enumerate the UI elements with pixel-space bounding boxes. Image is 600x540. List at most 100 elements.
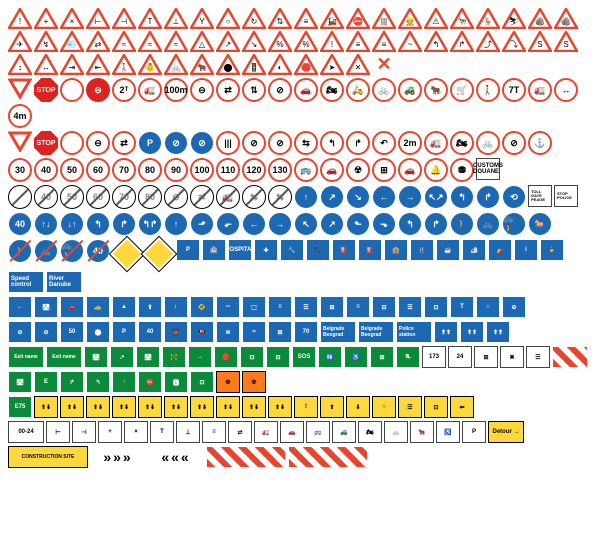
- svg-text:⤵: ⤵: [510, 40, 518, 49]
- svg-text:○: ○: [226, 17, 231, 26]
- svg-text:⊣: ⊣: [121, 17, 128, 26]
- prohibition-16: 🚛: [528, 78, 552, 102]
- motorway-2: 🛣: [136, 346, 160, 368]
- info2-12: ⊞: [320, 296, 344, 318]
- supp-6: ≡: [202, 421, 226, 443]
- supp-5: ⊥: [176, 421, 200, 443]
- warning-triangle-31: ↘: [242, 31, 266, 52]
- motorway-5: 🛑: [214, 346, 238, 368]
- info-10: ☕: [436, 239, 460, 261]
- mandatory-arrow-3: ←: [372, 185, 396, 209]
- supp-8: 🚛: [254, 421, 278, 443]
- motorway2-7: ⊡: [190, 371, 214, 393]
- svg-text:S: S: [537, 40, 542, 49]
- no-entry-sign: ⊖: [86, 78, 110, 102]
- warning-triangle-21: 🪨: [554, 8, 578, 29]
- supp-10: 🚌: [306, 421, 330, 443]
- lane-merge-0: ⬆⬇: [34, 396, 58, 418]
- exit-0: Exit name: [8, 346, 44, 368]
- svg-text:≡: ≡: [356, 40, 361, 49]
- svg-text:△: △: [199, 40, 206, 49]
- end-extra-0: ⊖: [164, 185, 188, 209]
- direction-13: ⬎: [372, 212, 396, 236]
- destination-0: Belgrade Beograd: [320, 321, 356, 343]
- prohibition-mid-3: P: [138, 131, 162, 155]
- prohibition-6: ⊘: [268, 78, 292, 102]
- prohibition-3: ⊖: [190, 78, 214, 102]
- construction-barrier: CONSTRUCTION SITE: [8, 446, 88, 468]
- svg-text:↕: ↕: [18, 63, 22, 72]
- svg-text:⤴: ⤴: [484, 39, 492, 49]
- svg-text:➤: ➤: [329, 63, 336, 72]
- svg-text:⬤: ⬤: [224, 63, 233, 72]
- svg-text:✕: ✕: [355, 63, 362, 72]
- svg-text:⇤: ⇤: [95, 63, 102, 72]
- svg-text:⛔: ⛔: [353, 16, 363, 26]
- lane-sign-0: ⬆⬆: [434, 321, 458, 343]
- info2-7: 🚸: [190, 296, 214, 318]
- speed-extra-1: 🚗: [320, 158, 344, 182]
- warning-triangle-20: 🪨: [528, 8, 552, 29]
- warning-triangle-28: ≈: [164, 31, 188, 52]
- end-limit-50: 50: [60, 185, 84, 209]
- yield-sign: [8, 78, 32, 99]
- warning-triangle-13: ⛔: [346, 8, 370, 29]
- warning-triangle-26: ≈: [112, 31, 136, 52]
- direction-10: ↖: [294, 212, 318, 236]
- svg-text:%: %: [276, 40, 283, 49]
- mandatory-arrow-4: →: [398, 185, 422, 209]
- info3-2: 50: [60, 321, 84, 343]
- lane-merge-4: ⬆⬇: [138, 396, 162, 418]
- info-6: ⛽: [332, 239, 356, 261]
- svg-text:🚲: 🚲: [171, 63, 181, 72]
- svg-text:🚦: 🚦: [249, 62, 259, 72]
- warning-triangle-54: ◐: [268, 54, 292, 75]
- svg-text:≈: ≈: [148, 40, 153, 49]
- svg-text:⇅: ⇅: [277, 17, 284, 26]
- motorway2-4: ↑: [112, 371, 136, 393]
- warning-triangle-4: ⊣: [112, 8, 136, 29]
- destination-2: Police station: [396, 321, 432, 343]
- mandatory-end-1: 🚲: [34, 239, 58, 263]
- info2-13: ≡: [346, 296, 370, 318]
- prohibition-14: 🚶: [476, 78, 500, 102]
- warning-triangle-24: 💨: [60, 31, 84, 52]
- prohibition-mid-10: ↰: [320, 131, 344, 155]
- prohibition-mid-5: ⊘: [190, 131, 214, 155]
- direction-3: ↱: [112, 212, 136, 236]
- info-2: HOSPITAL: [228, 239, 252, 261]
- speed-limit-50: 50: [60, 158, 84, 182]
- warning-triangle-2: ×: [60, 8, 84, 29]
- supp-11: 🚜: [332, 421, 356, 443]
- direction-15: ↱: [424, 212, 448, 236]
- speed-limit-40: 40: [34, 158, 58, 182]
- route-badge: E75: [8, 396, 32, 418]
- info2-6: 🚶: [164, 296, 188, 318]
- detour-sign: Detour →: [488, 421, 524, 443]
- warning-triangle-37: ~: [398, 31, 422, 52]
- mandatory-text-1: STOP POLICE: [554, 185, 578, 207]
- prohibition-row-2: STOP ⊖⇄P⊘⊘|||⊘⊘⇆↰↱↶2m🚛🏍🚲⊘⚓: [8, 131, 592, 155]
- exit-number: 173: [422, 346, 446, 368]
- svg-text:💨: 💨: [67, 40, 77, 49]
- prohibition-0: 2ᵀ: [112, 78, 136, 102]
- prohibition-mid-14: 🚛: [424, 131, 448, 155]
- mandatory-arrow-2: ↘: [346, 185, 370, 209]
- svg-text:🚂: 🚂: [327, 16, 337, 26]
- mandatory-arrow-7: ↱: [476, 185, 500, 209]
- motorway2-3: ↰: [86, 371, 110, 393]
- prohibition-mid-18: ⚓: [528, 131, 552, 155]
- svg-text:↰: ↰: [433, 40, 440, 49]
- warning-triangle-7: Y: [190, 8, 214, 29]
- supp-2: +: [98, 421, 122, 443]
- speed-limit-row: 30405060708090100110120130🚌🚗☢⊞🚗🔔⛃CUSTOMS…: [8, 158, 592, 182]
- mandatory-sym-3: 🐎: [528, 212, 552, 236]
- supp-green-2: ✖: [500, 346, 524, 368]
- info-row-1: 🚶🚲🚲🚶40P🏥HOSPITAL✚🔧📞⛽⛽🏨🍴☕🏕⛺i👮Speed contro…: [8, 239, 592, 293]
- time-plate: 00-24: [8, 421, 44, 443]
- direction-1: ↓↑: [60, 212, 84, 236]
- supp-green-3: ☰: [526, 346, 550, 368]
- info3-5: 40: [138, 321, 162, 343]
- prohibition-mid-16: 🚲: [476, 131, 500, 155]
- work-zone-row: E75⬆⬇⬆⬇⬆⬇⬆⬇⬆⬇⬆⬇⬆⬇⬆⬇⬆⬇⬆⬇!⬆⬇○☰⊡⬅: [8, 396, 592, 418]
